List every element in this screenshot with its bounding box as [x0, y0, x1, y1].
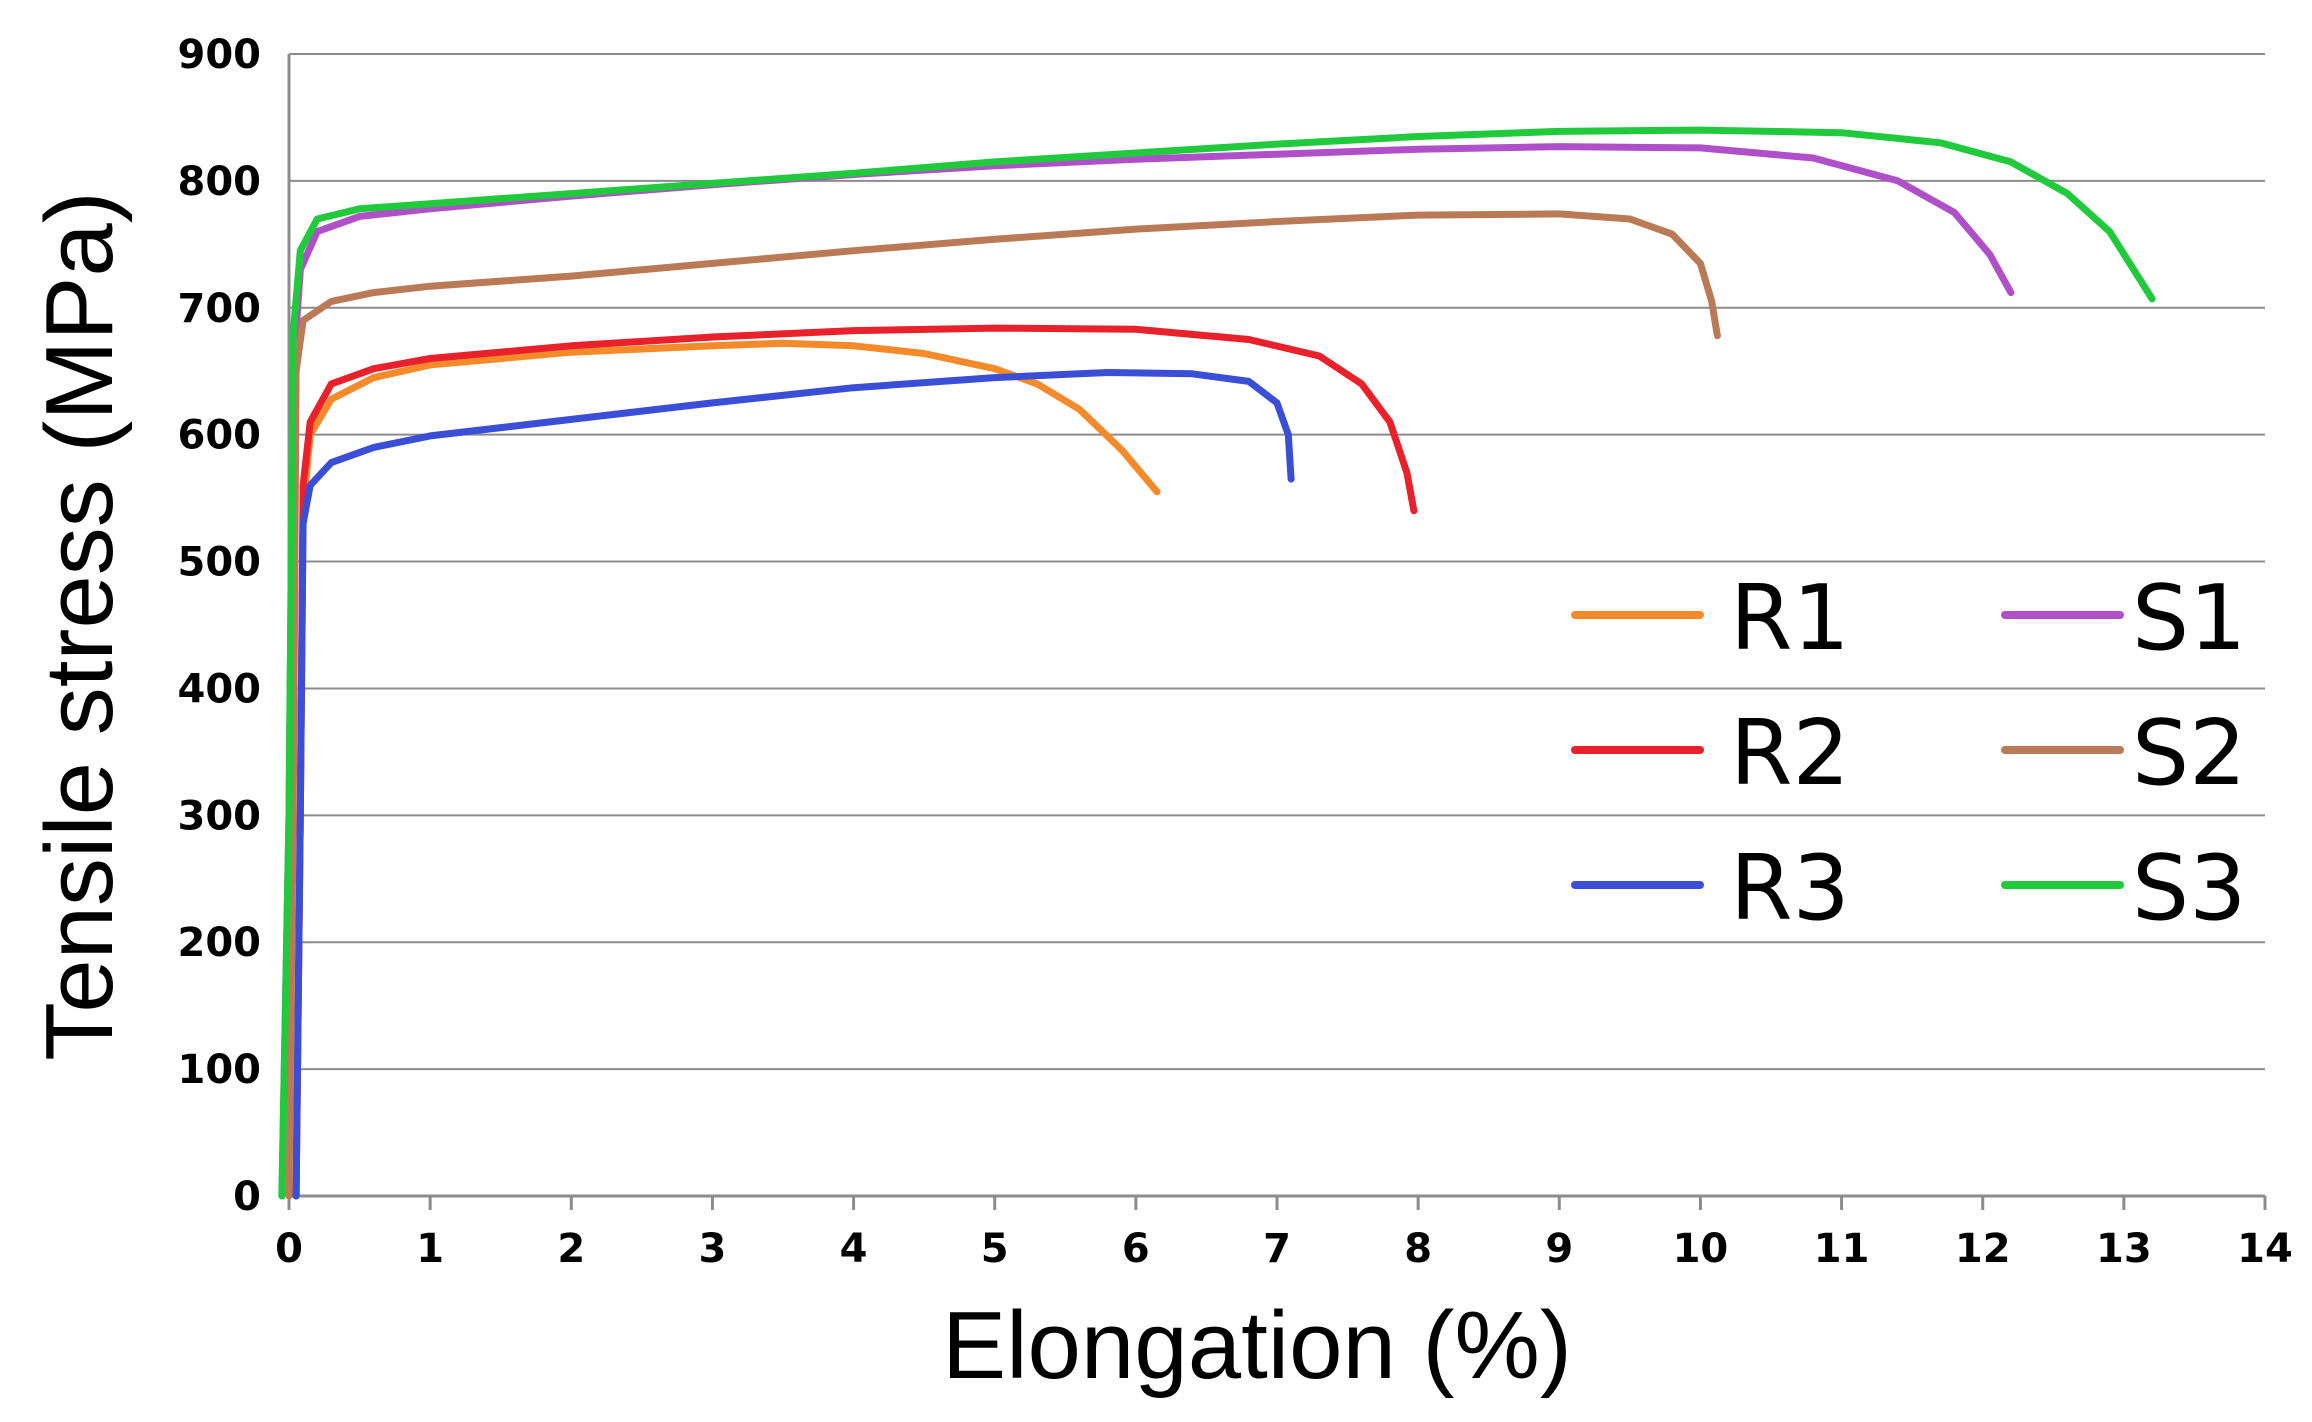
legend-label-r2: R2	[1730, 701, 1850, 806]
x-tick-label: 14	[2237, 1226, 2293, 1272]
x-axis-title: Elongation (%)	[942, 1292, 1572, 1399]
y-tick-label: 300	[178, 793, 262, 839]
y-axis-title: Tensile stress (MPa)	[26, 191, 133, 1061]
series-line-s2	[285, 210, 1721, 1200]
y-tick-label: 100	[178, 1047, 262, 1093]
x-tick-label: 5	[981, 1226, 1009, 1272]
legend-label-r3: R3	[1730, 836, 1850, 941]
x-tick-label: 8	[1404, 1226, 1432, 1272]
x-axis-ticks: 0 1 2 3 4 5 6 7 8 9 10 11 12 13 14	[275, 1196, 2293, 1272]
x-tick-label: 1	[416, 1226, 444, 1272]
gridlines	[289, 53, 2265, 1071]
x-tick-label: 0	[275, 1226, 303, 1272]
y-tick-label: 500	[178, 540, 262, 586]
x-tick-label: 3	[699, 1226, 727, 1272]
x-tick-label: 6	[1122, 1226, 1150, 1272]
y-tick-label: 800	[178, 159, 262, 205]
y-tick-label: 900	[178, 32, 262, 78]
series-line-s1	[278, 143, 2015, 1200]
x-tick-label: 9	[1545, 1226, 1573, 1272]
x-tick-label: 13	[2096, 1226, 2152, 1272]
legend: R1 R2 R3 S1 S2 S3	[1571, 566, 2246, 941]
series-line-r3	[292, 369, 1295, 1200]
series-line-r2	[292, 324, 1418, 1200]
series-lines	[278, 126, 2156, 1200]
x-tick-label: 2	[557, 1226, 585, 1272]
y-tick-label: 700	[178, 286, 262, 332]
legend-label-s1: S1	[2132, 566, 2246, 671]
x-tick-label: 11	[1814, 1226, 1870, 1272]
y-tick-label: 600	[178, 413, 262, 459]
legend-label-s2: S2	[2132, 701, 2246, 806]
x-tick-label: 4	[840, 1226, 868, 1272]
x-tick-label: 7	[1263, 1226, 1291, 1272]
legend-label-s3: S3	[2132, 836, 2246, 941]
x-tick-label: 12	[1955, 1226, 2011, 1272]
y-tick-label: 200	[178, 920, 262, 966]
y-tick-label: 400	[178, 666, 262, 712]
series-line-s3	[278, 126, 2156, 1200]
y-tick-label: 0	[233, 1174, 261, 1220]
x-tick-label: 10	[1673, 1226, 1729, 1272]
y-axis-ticks: 0 100 200 300 400 500 600 700 800 900	[178, 32, 262, 1220]
legend-label-r1: R1	[1730, 566, 1850, 671]
